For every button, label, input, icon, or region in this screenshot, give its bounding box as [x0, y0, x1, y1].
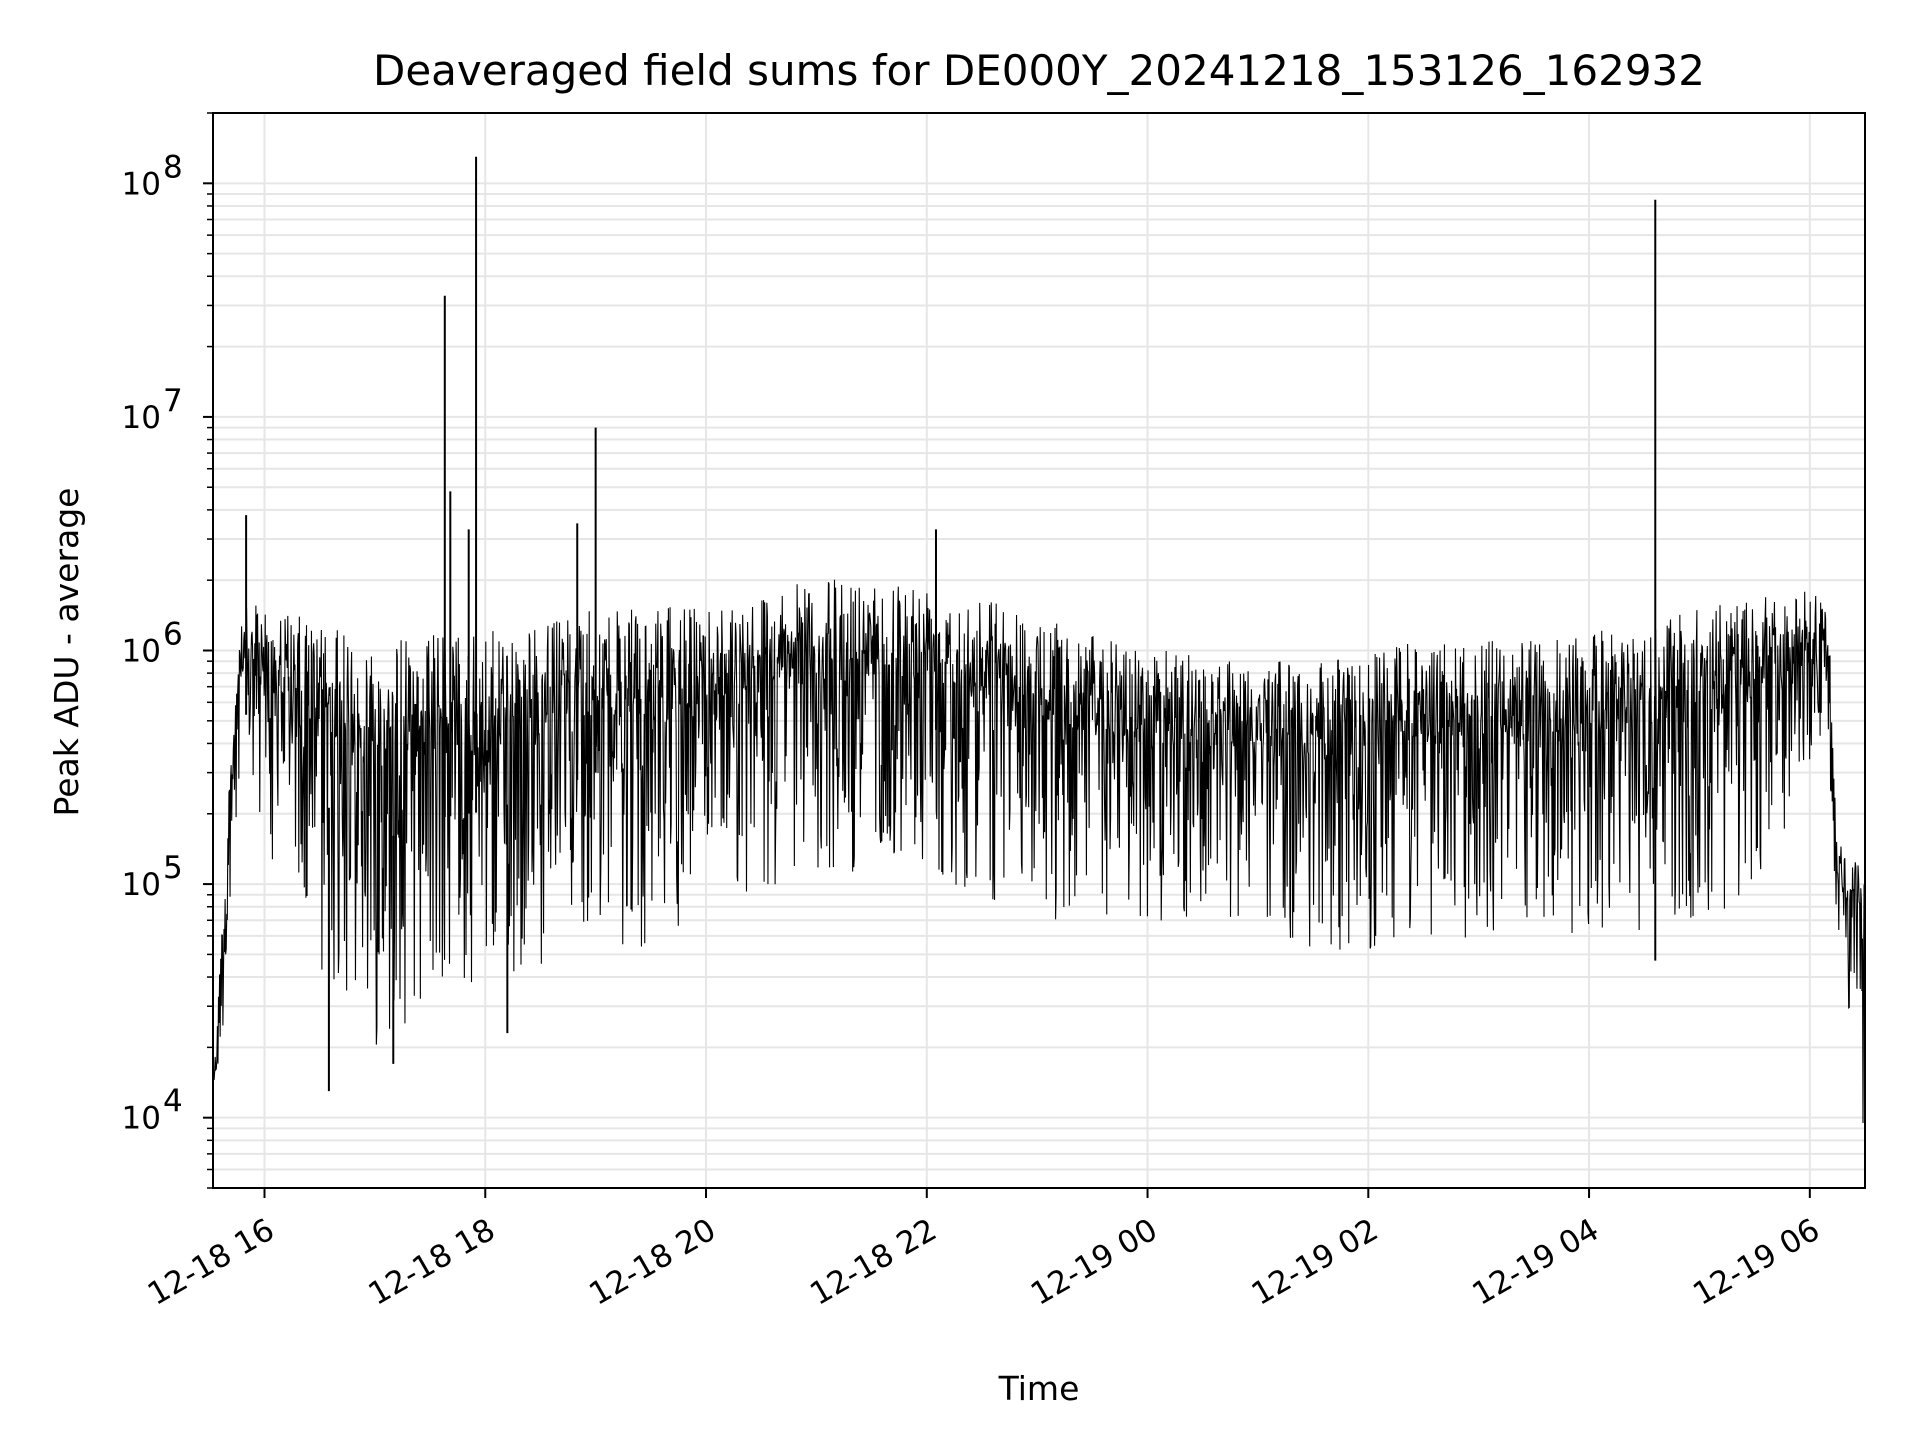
y-tick-label: 10 — [122, 1101, 161, 1137]
y-tick-exponent: 6 — [163, 617, 183, 653]
y-tick-label: 10 — [122, 166, 161, 202]
axis-ticks — [203, 112, 1811, 1198]
y-tick-label: 10 — [122, 867, 161, 903]
y-axis-label: Peak ADU - average — [47, 488, 86, 817]
data-series — [212, 156, 1866, 1124]
y-tick-label: 10 — [122, 400, 161, 436]
x-axis-label: Time — [998, 1369, 1080, 1408]
y-tick-exponent: 8 — [163, 149, 183, 185]
y-tick-exponent: 5 — [163, 850, 183, 886]
series-line — [212, 579, 1866, 1124]
chart-title: Deaveraged field sums for DE000Y_2024121… — [373, 46, 1705, 95]
y-tick-exponent: 7 — [163, 383, 183, 419]
y-tick-exponent: 4 — [163, 1084, 183, 1120]
y-tick-label: 10 — [122, 634, 161, 670]
